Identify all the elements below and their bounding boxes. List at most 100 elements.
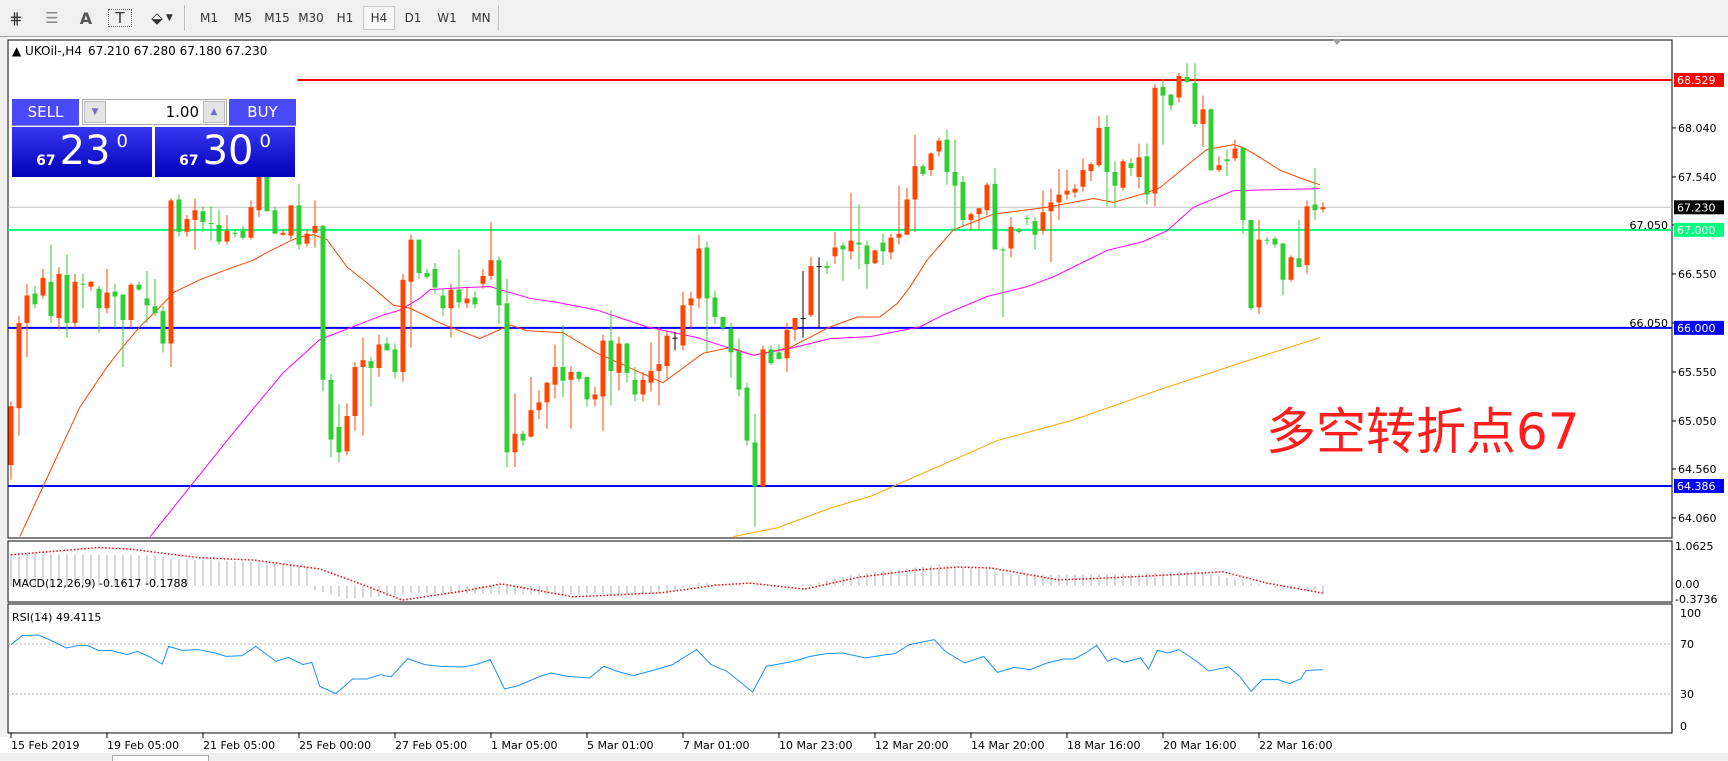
chart-shift-marker-icon[interactable] — [1332, 39, 1342, 45]
candle-body — [504, 303, 510, 453]
candle — [192, 198, 198, 250]
candle — [584, 376, 590, 407]
timeframe-d1-button[interactable]: D1 — [404, 11, 422, 25]
time-tick-label: 15 Feb 2019 — [11, 739, 79, 752]
arrows-dropdown-button[interactable]: ⬙ ▼ — [144, 6, 180, 30]
candle-body — [8, 406, 14, 466]
candle-body — [160, 311, 166, 344]
candle-body — [768, 349, 774, 364]
candle-body — [144, 298, 150, 306]
candle-body — [864, 245, 870, 265]
candle — [464, 286, 470, 309]
increase-lot-button[interactable]: ▲ — [203, 101, 225, 123]
timeframe-w1-button[interactable]: W1 — [437, 11, 457, 25]
candle — [720, 316, 726, 331]
text-icon[interactable]: A — [79, 8, 93, 28]
buy-button[interactable]: BUY — [229, 99, 296, 126]
price-tag-67.230 — [1674, 200, 1724, 215]
sell-button[interactable]: SELL — [12, 99, 79, 126]
candle-body — [384, 343, 390, 351]
timeframe-m15-button[interactable]: M15 — [264, 11, 290, 25]
candle — [1272, 236, 1278, 248]
candle — [824, 261, 830, 274]
candle-body — [184, 219, 190, 232]
candle-body — [1160, 86, 1166, 96]
candle — [568, 366, 574, 429]
candle-body — [760, 349, 766, 487]
candle — [96, 285, 102, 333]
candle-body — [1088, 164, 1094, 172]
candle — [344, 403, 350, 456]
time-tick-label: 5 Mar 01:00 — [587, 739, 653, 752]
time-tick-label: 14 Mar 20:00 — [971, 739, 1044, 752]
candle-body — [152, 306, 158, 314]
candle — [984, 182, 990, 216]
candle — [992, 168, 998, 250]
candle-body — [24, 295, 30, 323]
candle-body — [896, 233, 902, 238]
fibonacci-lines-icon[interactable]: ☰ — [45, 9, 59, 27]
candle-body — [424, 272, 430, 277]
candle — [88, 280, 94, 291]
candle — [72, 273, 78, 328]
candle — [792, 318, 798, 341]
candle-body — [352, 367, 358, 417]
time-tick-label: 12 Mar 20:00 — [875, 739, 948, 752]
macd-plot-area — [10, 546, 1324, 601]
candle — [208, 206, 214, 241]
price-chart[interactable]: 68.040 67.540 67.050 66.550 66.050 65.550 65.0… — [0, 37, 1728, 761]
timeframe-m30-button[interactable]: M30 — [298, 11, 324, 25]
candle — [272, 207, 278, 234]
candle — [32, 285, 38, 309]
chart-tab[interactable] — [112, 755, 209, 761]
sell-price-button[interactable]: 67 23 0 — [12, 127, 152, 177]
time-tick-label: 21 Feb 05:00 — [203, 739, 275, 752]
candle — [296, 183, 302, 250]
timeframe-h4-button[interactable]: H4 — [363, 6, 395, 30]
lot-size-stepper[interactable]: ▼ ▲ — [82, 99, 227, 125]
candle — [1016, 227, 1022, 234]
candle-body — [336, 426, 342, 453]
candle-body — [1040, 212, 1046, 231]
time-tick-label: 27 Feb 05:00 — [395, 739, 467, 752]
timeframe-mn-button[interactable]: MN — [471, 11, 491, 25]
candle — [896, 185, 902, 245]
candle-body — [1256, 239, 1262, 308]
candle-body — [1248, 220, 1254, 309]
candle-body — [208, 222, 214, 224]
candle — [1000, 247, 1006, 318]
candle — [1232, 139, 1238, 162]
macd-axis-label: 0.00 — [1675, 578, 1700, 591]
candle-body — [520, 433, 526, 441]
fibonacci-expansion-icon[interactable]: ⋕ — [9, 8, 23, 28]
timeframe-h1-button[interactable]: H1 — [336, 11, 354, 25]
candle-body — [1072, 188, 1078, 193]
candle-body — [712, 297, 718, 318]
candle — [680, 291, 686, 351]
decrease-lot-button[interactable]: ▼ — [84, 101, 106, 123]
candle — [1176, 73, 1182, 103]
candle-body — [664, 335, 670, 367]
candle-body — [1168, 94, 1174, 106]
candle-body — [752, 442, 758, 487]
candle — [544, 381, 550, 429]
candle-body — [704, 247, 710, 299]
candle — [392, 343, 398, 379]
rsi-line — [10, 634, 1324, 695]
candle — [664, 330, 670, 379]
timeframe-m5-button[interactable]: M5 — [234, 11, 252, 25]
candle — [1224, 149, 1230, 176]
candle — [160, 306, 166, 353]
collapse-triangle-icon[interactable]: ▲ — [12, 44, 25, 58]
timeframe-m1-button[interactable]: M1 — [200, 11, 218, 25]
candle — [976, 208, 982, 230]
macd-panel: 1.0625 0.00 -0.3736 — [7, 540, 1717, 606]
candle — [880, 233, 886, 266]
buy-price-button[interactable]: 67 30 0 — [155, 127, 295, 177]
candle — [528, 376, 534, 438]
candle — [920, 164, 926, 176]
candle-body — [104, 292, 110, 309]
lot-size-input[interactable] — [107, 100, 203, 124]
candle — [336, 404, 342, 463]
text-label-icon[interactable]: T — [108, 9, 132, 27]
